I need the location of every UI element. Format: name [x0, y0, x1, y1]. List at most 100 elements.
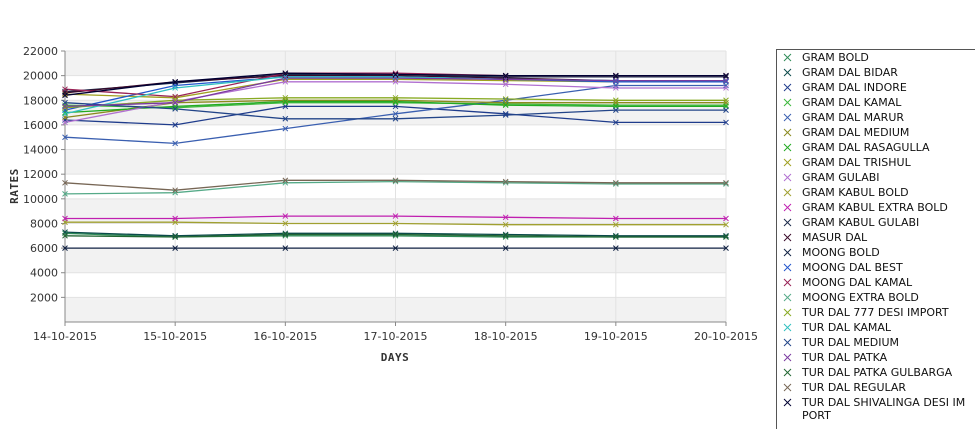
- data-point: [392, 220, 399, 227]
- data-point: [612, 119, 619, 126]
- x-tick-label: 17-10-2015: [364, 330, 428, 343]
- data-point: [723, 245, 729, 251]
- data-point: [282, 232, 289, 239]
- legend-label: MOONG DAL KAMAL: [802, 276, 913, 289]
- data-point: [612, 181, 619, 187]
- data-point: [502, 214, 509, 221]
- data-point: [282, 220, 289, 227]
- legend-label: TUR DAL PATKA: [802, 351, 888, 364]
- legend-label: TUR DAL SHIVALINGA DESI IMPORT: [802, 396, 966, 422]
- data-point: [62, 245, 68, 251]
- data-point: [612, 215, 619, 222]
- legend-item: TUR DAL MEDIUM: [777, 335, 975, 350]
- legend-marker-icon: [781, 351, 795, 364]
- data-point: [502, 81, 509, 88]
- legend-marker-icon: [781, 231, 795, 244]
- data-point: [392, 231, 399, 238]
- y-tick-label: 20000: [23, 70, 58, 83]
- data-point: [172, 97, 179, 104]
- data-point: [723, 119, 729, 126]
- data-point: [502, 234, 509, 240]
- data-point: [612, 78, 619, 85]
- legend-item: MOONG BOLD: [777, 245, 975, 260]
- data-point: [282, 230, 289, 237]
- legend-label: TUR DAL 777 DESI IMPORT: [802, 306, 949, 319]
- data-point: [723, 232, 729, 239]
- data-point: [502, 179, 509, 186]
- legend-item: GRAM BOLD: [777, 50, 975, 65]
- legend-marker-icon: [781, 111, 795, 124]
- legend-marker-icon: [781, 171, 795, 184]
- data-point: [612, 102, 619, 109]
- x-tick-label: 14-10-2015: [33, 330, 97, 343]
- legend-label: GRAM GULABI: [802, 171, 880, 184]
- data-point: [62, 86, 68, 93]
- data-point: [723, 215, 729, 222]
- legend-item: TUR DAL SHIVALINGA DESI IMPORT: [777, 395, 975, 423]
- data-point: [172, 245, 179, 251]
- data-point: [172, 232, 179, 239]
- y-tick-label: 10000: [23, 193, 58, 206]
- legend-marker-icon: [781, 186, 795, 199]
- data-point: [282, 245, 289, 251]
- x-tick-label: 19-10-2015: [584, 330, 648, 343]
- legend-marker-icon: [781, 66, 795, 79]
- data-point: [502, 232, 509, 239]
- data-point: [62, 103, 68, 110]
- y-tick-label: 12000: [23, 168, 58, 181]
- y-tick-label: 2000: [30, 291, 58, 304]
- data-point: [282, 177, 289, 184]
- legend-label: MOONG BOLD: [802, 246, 880, 259]
- legend-label: GRAM DAL MEDIUM: [802, 126, 910, 139]
- legend-marker-icon: [781, 276, 795, 289]
- y-tick-label: 14000: [23, 144, 58, 157]
- legend-label: GRAM DAL INDORE: [802, 81, 907, 94]
- data-point: [392, 110, 399, 117]
- data-point: [62, 104, 68, 111]
- x-axis-title: DAYS: [381, 351, 410, 364]
- data-point: [62, 119, 68, 126]
- data-point: [392, 71, 399, 78]
- legend-marker-icon: [781, 156, 795, 169]
- data-point: [282, 115, 289, 122]
- data-point: [723, 234, 729, 240]
- data-point: [502, 72, 509, 79]
- legend-marker-icon: [781, 126, 795, 139]
- legend-label: TUR DAL KAMAL: [802, 321, 892, 334]
- data-point: [282, 94, 289, 101]
- data-point: [62, 230, 68, 237]
- legend-label: GRAM KABUL EXTRA BOLD: [802, 201, 948, 214]
- legend-label: GRAM DAL MARUR: [802, 111, 905, 124]
- y-tick-label: 4000: [30, 267, 58, 280]
- legend-item: GRAM KABUL GULABI: [777, 215, 975, 230]
- x-tick-label: 15-10-2015: [143, 330, 207, 343]
- data-point: [502, 102, 509, 109]
- legend-marker-icon: [781, 396, 795, 409]
- data-point: [392, 94, 399, 101]
- legend-label: TUR DAL REGULAR: [802, 381, 907, 394]
- legend-item: GRAM DAL MARUR: [777, 110, 975, 125]
- data-point: [172, 104, 179, 111]
- chart-legend: GRAM BOLD GRAM DAL BIDAR GRAM DAL INDORE GR…: [776, 49, 975, 429]
- data-point: [62, 91, 68, 97]
- data-point: [172, 215, 179, 222]
- legend-marker-icon: [781, 261, 795, 274]
- data-point: [392, 97, 399, 104]
- data-point: [282, 213, 289, 219]
- data-point: [723, 181, 729, 187]
- data-point: [502, 74, 509, 80]
- y-tick-label: 18000: [23, 94, 58, 107]
- data-point: [282, 70, 289, 77]
- data-point: [62, 232, 68, 239]
- data-point: [282, 125, 289, 132]
- legend-item: GRAM DAL TRISHUL: [777, 155, 975, 170]
- data-point: [62, 179, 68, 186]
- y-tick-label: 8000: [30, 217, 58, 230]
- data-point: [62, 117, 68, 123]
- data-point: [612, 77, 619, 84]
- data-point: [392, 245, 399, 251]
- data-point: [723, 77, 729, 84]
- legend-marker-icon: [781, 81, 795, 94]
- data-point: [612, 107, 619, 113]
- data-point: [502, 221, 509, 228]
